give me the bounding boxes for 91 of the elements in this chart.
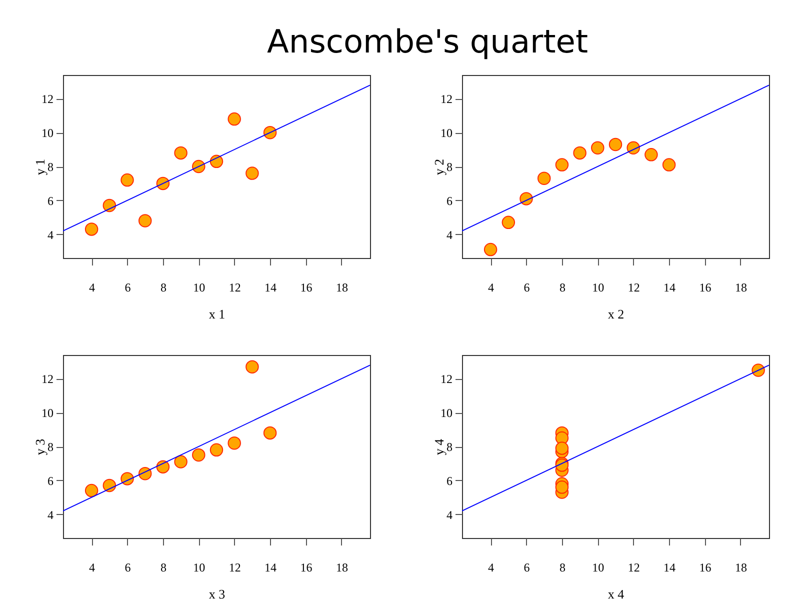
point (120, 173, 134, 187)
x-tick-label: 12 (228, 280, 241, 294)
x-tick-label: 14 (664, 560, 676, 574)
y-tick-label: 10 (42, 126, 54, 140)
x-tick-label: 18 (734, 560, 747, 574)
y-tick-label: 8 (446, 440, 452, 454)
y-tick-label: 4 (446, 228, 452, 242)
x-tick-label: 18 (734, 280, 747, 294)
x-tick-label: 6 (124, 560, 131, 574)
y-axis-title: y 4 (432, 438, 446, 456)
point (246, 360, 259, 374)
y-tick-label: 6 (446, 474, 452, 488)
x-tick-label: 4 (89, 280, 96, 294)
point (752, 364, 765, 377)
chart-title: Anscombe's quartet (267, 22, 588, 60)
x-tick-label: 8 (160, 560, 166, 574)
y-tick-label: 12 (42, 92, 54, 106)
point (644, 148, 658, 162)
y-tick-label: 12 (440, 92, 452, 106)
point (102, 478, 116, 492)
x-tick-label: 14 (664, 280, 676, 294)
point (174, 455, 188, 468)
x-tick-label: 14 (264, 280, 277, 294)
y-tick-label: 4 (446, 508, 452, 522)
x-tick-label: 6 (124, 280, 131, 294)
point (84, 222, 98, 236)
x-tick-label: 6 (524, 280, 530, 294)
x-axis-title: x 2 (608, 306, 624, 322)
y-axis-title: y 2 (432, 158, 446, 176)
y-tick-label: 8 (446, 160, 452, 174)
y-tick-label: 4 (48, 508, 54, 522)
point (210, 154, 224, 168)
point (662, 158, 676, 172)
x-tick-label: 14 (264, 560, 277, 574)
point (263, 426, 277, 440)
y-axis-title: y 3 (32, 438, 48, 456)
y-tick-label: 8 (48, 440, 54, 454)
x-tick-label: 10 (592, 280, 604, 294)
y-tick-label: 12 (42, 372, 54, 386)
point (537, 172, 551, 185)
y-tick-label: 6 (446, 194, 452, 208)
x-tick-label: 16 (699, 280, 712, 294)
point (573, 146, 586, 160)
point (228, 436, 241, 450)
point (608, 138, 622, 152)
x-tick-label: 12 (628, 280, 640, 294)
point (591, 141, 604, 154)
x-tick-label: 8 (160, 280, 166, 294)
y-tick-label: 6 (48, 474, 54, 488)
point (555, 158, 569, 172)
x-axis-title: x 1 (208, 306, 226, 322)
point (138, 214, 152, 228)
point (555, 480, 569, 494)
point (156, 460, 170, 474)
point (210, 443, 224, 456)
y-tick-label: 10 (440, 406, 452, 420)
y-tick-label: 12 (440, 372, 452, 386)
point (484, 242, 498, 256)
x-tick-label: 12 (228, 560, 241, 574)
x-axis-title: x 4 (608, 586, 625, 599)
x-tick-label: 8 (559, 280, 566, 294)
x-tick-label: 16 (699, 560, 712, 574)
x-tick-label: 4 (89, 560, 96, 574)
x-tick-label: 16 (300, 560, 312, 574)
point (138, 467, 152, 480)
x-tick-label: 6 (524, 560, 530, 574)
y-tick-label: 10 (42, 406, 54, 420)
point (246, 166, 259, 180)
point (555, 442, 569, 455)
x-tick-label: 10 (193, 280, 206, 294)
x-tick-label: 18 (336, 280, 348, 294)
y-axis-title: y 1 (32, 158, 48, 176)
y-tick-label: 8 (48, 160, 54, 174)
x-tick-label: 10 (592, 560, 604, 574)
y-tick-label: 6 (48, 194, 54, 208)
x-tick-label: 12 (628, 560, 640, 574)
point (192, 448, 206, 462)
x-tick-label: 4 (488, 560, 494, 574)
x-tick-label: 4 (488, 280, 494, 294)
x-tick-label: 16 (300, 280, 312, 294)
x-tick-label: 10 (193, 560, 206, 574)
point (102, 198, 116, 212)
y-tick-label: 4 (48, 228, 54, 242)
point (502, 216, 516, 230)
x-axis-title: x 3 (208, 586, 226, 599)
x-tick-label: 18 (336, 560, 348, 574)
point (84, 484, 98, 498)
point (174, 146, 188, 160)
point (228, 112, 241, 126)
y-tick-label: 10 (440, 126, 452, 140)
x-tick-label: 8 (559, 560, 566, 574)
